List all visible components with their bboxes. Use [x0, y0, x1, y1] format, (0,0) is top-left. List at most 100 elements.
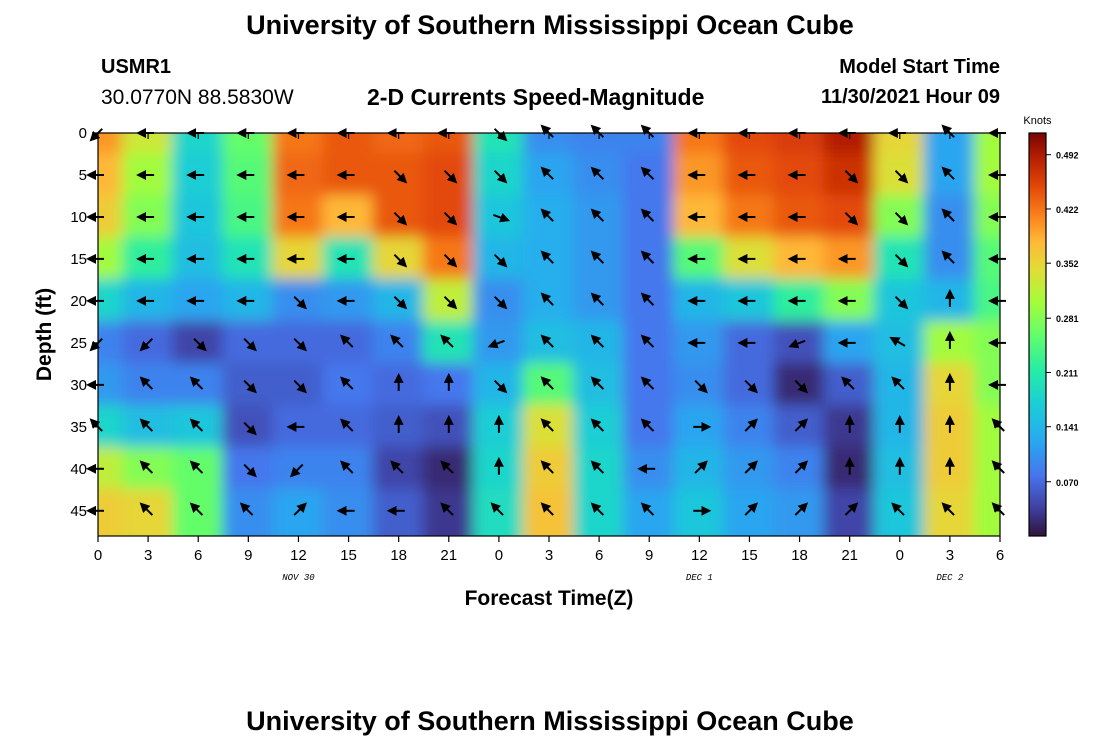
current-arrow: [189, 460, 204, 474]
heatmap-chart: 0 3 6 9 12 15 18 21 0 3 6 9 12 15 18 21 0 3 6 NOV 30 DEC 1 DE…: [33, 115, 1079, 610]
colorbar-tick-label: 0.211: [1056, 368, 1078, 378]
x-tick-label: 6: [194, 547, 202, 564]
current-arrow: [744, 460, 758, 474]
current-arrow: [991, 460, 1005, 474]
heatmap-cell: [973, 488, 1000, 536]
colorbar-tick-label: 0.281: [1056, 314, 1079, 324]
footer-title: University of Southern Mississippi Ocean…: [246, 706, 854, 736]
heatmap-cell: [973, 446, 1000, 491]
heatmap-cell: [322, 133, 375, 155]
heatmap-cell: [122, 133, 175, 155]
current-arrow: [493, 379, 508, 394]
current-arrow: [941, 124, 955, 138]
current-arrow: [590, 124, 605, 138]
current-arrow: [540, 166, 554, 180]
current-arrow: [694, 379, 708, 394]
current-arrow: [941, 166, 955, 180]
current-arrow: [139, 376, 154, 390]
current-arrow: [794, 418, 809, 432]
x-tick-label: 0: [495, 547, 503, 564]
y-tick-label: 40: [70, 461, 87, 478]
day-label: DEC 1: [686, 573, 713, 583]
current-arrow: [490, 502, 504, 516]
current-arrow: [640, 418, 655, 432]
current-arrow: [590, 292, 605, 306]
heatmap-cell: [222, 488, 275, 536]
current-arrow: [991, 418, 1005, 432]
current-arrow: [540, 502, 554, 516]
heatmap-cell: [372, 488, 425, 536]
heatmap-cell: [973, 133, 1000, 155]
heatmap-cell: [422, 488, 475, 536]
colorbar-tick-label: 0.422: [1056, 205, 1079, 215]
current-arrow: [540, 334, 554, 348]
y-tick-label: 45: [70, 503, 87, 520]
heatmap-cell: [472, 488, 525, 536]
current-arrow: [390, 460, 404, 474]
heatmap-cell: [573, 488, 626, 536]
colorbar-tick-label: 0.141: [1056, 423, 1079, 433]
current-arrow: [340, 460, 354, 474]
current-arrow: [340, 376, 354, 390]
current-arrow: [889, 336, 906, 347]
current-arrow: [640, 334, 655, 348]
y-tick-label: 20: [70, 293, 87, 310]
heatmap-cell: [923, 133, 976, 155]
heatmap-cell: [723, 133, 776, 155]
current-arrow: [393, 253, 408, 268]
heatmap-cell: [322, 488, 375, 536]
current-arrow: [493, 128, 508, 142]
heatmap-cell: [522, 488, 576, 536]
current-arrow: [788, 338, 806, 349]
x-tick-label: 6: [996, 547, 1004, 564]
current-arrow: [239, 502, 254, 516]
heatmap-cell: [923, 488, 976, 536]
current-arrow: [590, 418, 605, 432]
x-tick-label: 15: [741, 547, 758, 564]
current-arrow: [894, 169, 909, 184]
current-arrow: [590, 250, 605, 264]
current-arrow: [487, 338, 505, 349]
station-coordinates: 30.0770N 88.5830W: [101, 86, 294, 109]
current-arrow: [590, 460, 605, 474]
x-tick-label: 18: [791, 547, 808, 564]
current-arrow: [443, 169, 458, 184]
current-arrow: [794, 502, 809, 516]
y-tick-label: 10: [70, 209, 87, 226]
current-arrow: [293, 502, 307, 516]
y-tick-label: 5: [79, 167, 87, 184]
current-arrow: [590, 502, 605, 516]
colorbar-tick-label: 0.070: [1056, 478, 1079, 488]
current-arrow: [744, 502, 758, 516]
x-tick-label: 3: [545, 547, 553, 564]
y-tick-label: 15: [70, 251, 87, 268]
current-arrow: [139, 502, 154, 516]
y-tick-label: 35: [70, 419, 87, 436]
heatmap-cell: [98, 488, 125, 536]
current-arrow: [540, 292, 554, 306]
heatmap-cell: [823, 133, 876, 155]
current-arrow: [841, 376, 855, 390]
current-arrow: [640, 166, 655, 180]
current-arrow: [243, 463, 257, 478]
heatmap-cell: [98, 320, 125, 365]
heatmap-cell: [522, 133, 576, 155]
heatmap-cell: [122, 488, 175, 536]
current-arrow: [493, 295, 508, 310]
current-arrow: [293, 337, 307, 352]
station-id: USMR1: [101, 56, 172, 78]
colorbar: Knots 0.492 0.422 0.352 0.281 0.211 0.141 0.070: [1023, 115, 1079, 537]
x-tick-label: 0: [896, 547, 904, 564]
current-arrow: [844, 502, 859, 516]
current-arrow: [694, 460, 708, 474]
heatmap-cell: [372, 133, 425, 155]
x-tick-label: 6: [595, 547, 603, 564]
x-tick-label: 3: [946, 547, 954, 564]
current-arrow: [794, 460, 809, 474]
current-arrow: [794, 379, 809, 394]
x-tick-label: 0: [94, 547, 102, 564]
current-arrow: [640, 208, 655, 222]
axes: 0 3 6 9 12 15 18 21 0 3 6 9 12 15 18 21 0 3 6 NOV 30 DEC 1 DE…: [33, 125, 1004, 610]
y-tick-label: 0: [79, 125, 87, 142]
current-arrow: [640, 376, 655, 390]
